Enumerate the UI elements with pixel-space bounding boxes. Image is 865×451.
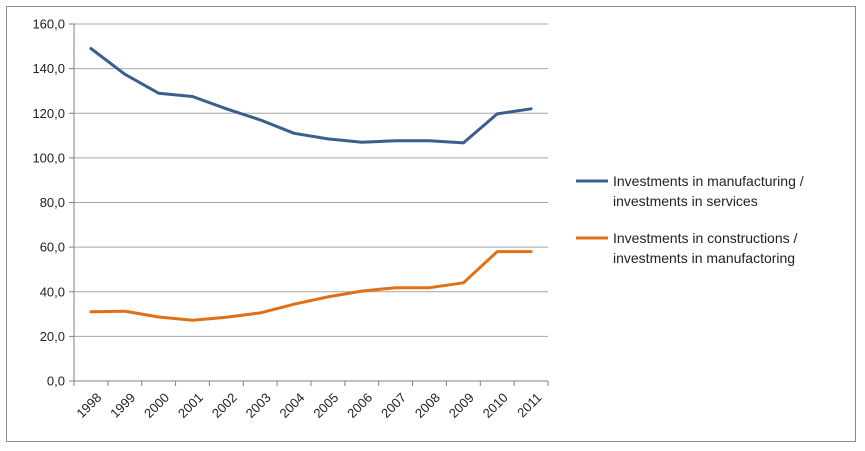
chart-frame [6,6,856,442]
x-tick-label: 2007 [378,390,409,421]
x-tick-label: 1999 [107,390,138,421]
y-tick-label: 40,0 [40,284,65,299]
x-tick-label: 1998 [73,390,104,421]
series-lines [89,47,533,322]
x-axis-tick-labels: 1998 1999 2000 2001 2002 2003 2004 2005 2006 2007… [73,390,544,421]
x-tick-label: 2006 [344,390,375,421]
axes [69,23,549,386]
y-tick-label: 160,0 [32,17,65,32]
x-tick-label: 2001 [175,390,206,421]
legend-label-2: investments in manufactoring [613,250,795,266]
series-line-2 [89,250,533,322]
x-tick-label: 2005 [310,390,341,421]
y-tick-label: 20,0 [40,329,65,344]
gridlines [74,23,548,337]
legend-label-1: Investments in manufacturing / [613,173,804,189]
y-tick-label: 120,0 [32,106,65,121]
x-tick-label: 2004 [276,390,307,421]
x-tick-label: 2011 [514,390,544,420]
y-axis-tick-labels: 0,0 20,0 40,0 60,0 80,0 100,0 120,0 140,0 160,0 [32,17,65,389]
legend-label-1: investments in services [613,193,758,209]
x-tick-label: 2003 [243,390,274,421]
x-tick-label: 2010 [480,390,511,421]
legend: Investments in manufacturing / investment… [576,173,804,266]
y-tick-label: 80,0 [40,195,65,210]
x-tick-label: 2008 [412,390,443,421]
x-tick-label: 2002 [209,390,240,421]
y-tick-label: 60,0 [40,240,65,255]
series-line-1 [89,47,533,145]
x-tick-label: 2009 [446,390,477,421]
y-tick-label: 0,0 [47,374,65,389]
legend-label-2: Investments in constructions / [613,230,798,246]
x-tick-label: 2000 [141,390,172,421]
y-tick-label: 140,0 [32,61,65,76]
y-tick-label: 100,0 [32,150,65,165]
